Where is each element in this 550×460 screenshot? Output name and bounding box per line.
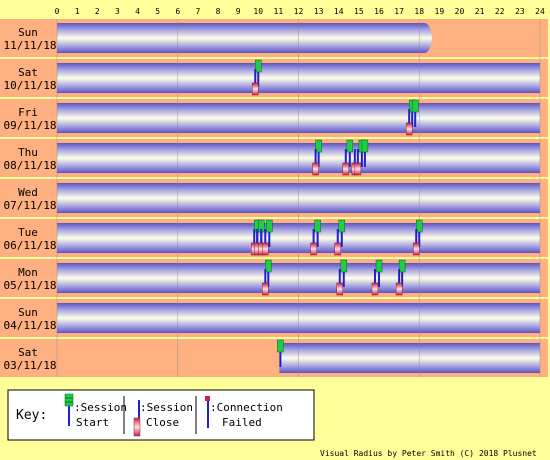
date-label: 03/11/18 (4, 359, 57, 372)
connection-bar (279, 343, 540, 373)
hour-tick-label: 2 (95, 7, 100, 16)
session-close-marker (371, 282, 379, 296)
date-label: 10/11/18 (4, 79, 57, 92)
session-close-marker (251, 82, 259, 96)
hour-tick-label: 13 (314, 7, 324, 16)
key-session-close-line1: :Session (140, 401, 193, 414)
hour-tick-label: 19 (435, 7, 445, 16)
session-start-marker (398, 259, 406, 273)
day-label: Sun (18, 306, 38, 319)
session-close-marker (354, 162, 362, 176)
session-close-marker (336, 282, 344, 296)
session-start-marker (314, 219, 321, 233)
session-start-marker (346, 139, 354, 153)
session-start-marker (416, 219, 423, 233)
session-close-marker (310, 242, 317, 256)
hour-tick-label: 15 (354, 7, 364, 16)
session-start-marker (315, 139, 322, 153)
key-session-start-line2: Start (76, 416, 109, 429)
day-label: Mon (18, 266, 38, 279)
session-close-marker (334, 242, 341, 256)
session-close-marker (412, 242, 420, 256)
key-session-start-line1: :Session (74, 401, 127, 414)
key-session-start-icon (64, 393, 74, 426)
session-close-marker (262, 242, 269, 256)
hour-tick-label: 16 (374, 7, 384, 16)
date-label: 05/11/18 (4, 279, 57, 292)
date-label: 09/11/18 (4, 119, 57, 132)
hour-tick-label: 6 (175, 7, 180, 16)
session-start-marker (375, 259, 383, 273)
hour-tick-label: 0 (55, 7, 60, 16)
session-start-marker (266, 219, 273, 233)
hour-tick-label: 11 (274, 7, 284, 16)
session-start-marker (255, 59, 262, 73)
hour-tick-label: 17 (394, 7, 404, 16)
key-connection-failed-line1: :Connection (210, 401, 283, 414)
session-events (250, 59, 423, 367)
day-label: Fri (18, 106, 38, 119)
date-label: 08/11/18 (4, 159, 57, 172)
session-close-marker (312, 162, 319, 176)
session-close-marker (395, 282, 403, 296)
key-title: Key: (16, 408, 47, 423)
hour-tick-label: 23 (515, 7, 525, 16)
hour-gridlines (56, 19, 541, 377)
key-session-close-line2: Close (146, 416, 179, 429)
day-label: Sun (18, 26, 38, 39)
session-start-marker (411, 99, 419, 113)
session-start-marker (338, 219, 346, 233)
day-label: Sat (18, 346, 38, 359)
hour-tick-label: 18 (414, 7, 424, 16)
date-label: 11/11/18 (4, 39, 57, 52)
session-start-marker (340, 259, 348, 273)
hour-tick-label: 10 (253, 7, 263, 16)
hour-tick-label: 24 (535, 7, 545, 16)
session-close-marker (262, 282, 269, 296)
day-label: Tue (18, 226, 38, 239)
hour-tick-label: 12 (294, 7, 304, 16)
session-close-marker (342, 162, 350, 176)
key-connection-failed-icon (205, 396, 210, 428)
connection-bar (57, 23, 432, 53)
hour-tick-label: 1 (75, 7, 80, 16)
hour-tick-label: 22 (495, 7, 505, 16)
hour-tick-label: 14 (334, 7, 344, 16)
session-start-marker (277, 339, 284, 353)
hour-tick-label: 9 (236, 7, 241, 16)
session-start-marker (361, 139, 369, 153)
key-connection-failed-line2: Failed (222, 416, 262, 429)
day-label: Thu (18, 146, 38, 159)
hour-tick-label: 3 (115, 7, 120, 16)
key-session-close-icon (133, 400, 141, 437)
date-label: 06/11/18 (4, 239, 57, 252)
day-rows: Sun11/11/18Sat10/11/18Fri09/11/18Thu08/1… (0, 19, 548, 377)
hour-tick-label: 5 (155, 7, 160, 16)
hour-tick-label: 4 (135, 7, 140, 16)
day-label: Wed (18, 186, 38, 199)
hour-tick-label: 7 (195, 7, 200, 16)
key-box: Key: :Session Start :Session Close :Conn… (7, 389, 315, 441)
date-label: 07/11/18 (4, 199, 57, 212)
credit-text: Visual Radius by Peter Smith (C) 2018 Pl… (320, 449, 537, 458)
hour-tick-label: 20 (455, 7, 465, 16)
hour-tick-label: 21 (475, 7, 485, 16)
day-label: Sat (18, 66, 38, 79)
hour-axis: 0 1 2 3 4 5 6 7 8 9 10 11 12 13 14 15 16 17 18 19 20 21 22 23 24 (55, 7, 545, 16)
hour-tick-label: 8 (216, 7, 221, 16)
date-label: 04/11/18 (4, 319, 57, 332)
session-start-marker (265, 259, 272, 273)
session-close-marker (405, 122, 413, 136)
